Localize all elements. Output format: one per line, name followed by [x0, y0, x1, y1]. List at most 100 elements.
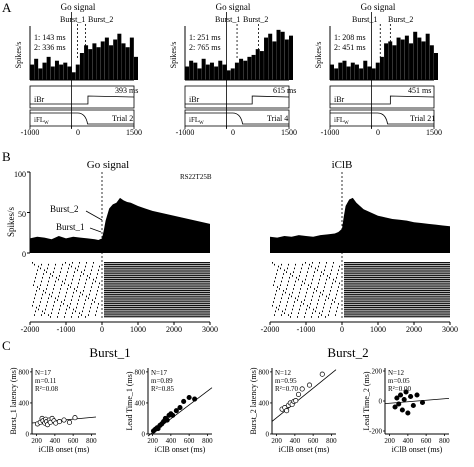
raster-spike [330, 273, 331, 275]
raster-spike [274, 297, 275, 300]
raster-spike [42, 293, 43, 296]
x-tick-label: 400 [50, 437, 61, 445]
raster-row-dense [344, 269, 450, 271]
raster-spike [42, 310, 43, 313]
raster-spike [307, 288, 308, 290]
raster-spike [329, 310, 330, 313]
stat-label: m=0.95 [275, 377, 297, 385]
raster-spike [318, 282, 319, 285]
raster-spike [95, 280, 96, 283]
raster-row-dense [104, 304, 210, 307]
raster-row-dense [104, 316, 210, 318]
data-point [401, 396, 407, 403]
raster-row-dense [344, 276, 450, 279]
raster-spike [77, 286, 78, 288]
raster-spike [323, 306, 324, 309]
data-point [56, 419, 62, 425]
raster-spike [329, 293, 330, 296]
raster-spike [49, 293, 50, 296]
raster-spike [90, 306, 91, 309]
raster-spike [312, 262, 313, 264]
histogram-bar [117, 33, 122, 80]
x-tick-label: 200 [147, 437, 158, 445]
raster-spike [297, 299, 298, 301]
raster-spike [311, 282, 312, 285]
raster-row-dense [104, 282, 210, 284]
raster-spike [284, 312, 285, 314]
raster-spike [41, 314, 42, 316]
x-tick-label: -1000 [21, 128, 40, 137]
raster-spike [82, 310, 83, 313]
histogram-bar [289, 35, 293, 80]
c-title-burst1: Burst_1 [89, 345, 130, 360]
raster-spike [52, 275, 53, 277]
raster-spike [56, 276, 57, 279]
raster-spike [78, 282, 79, 285]
histogram-bar [104, 37, 109, 80]
raster-spike [300, 271, 301, 273]
raster-spike [63, 303, 64, 305]
raster-spike [38, 308, 39, 311]
panel-b-go-signal: Go signal RS22T25B Burst_2 Burst_1 100 5… [14, 159, 218, 334]
histogram-bar [88, 49, 93, 80]
stat-label: m=0.05 [388, 377, 410, 385]
raster-spike [274, 314, 275, 316]
x-tick-label: 0 [340, 325, 344, 334]
raster-spike [57, 316, 58, 318]
raster-spike [338, 286, 339, 288]
raster-spike [280, 284, 281, 286]
raster-spike [57, 299, 58, 301]
raster-row-dense [104, 297, 210, 299]
raster-spike [291, 312, 292, 314]
y-axis-label: Burst_1 latency (ms) [9, 367, 18, 434]
burst-line-1: 1: 251 ms [189, 33, 221, 42]
histogram-bar [404, 35, 409, 80]
raster-row-dense [344, 280, 450, 282]
raster-spike [298, 295, 299, 298]
raster-spike [53, 271, 54, 273]
raster-spike [65, 312, 66, 314]
raster-spike [66, 291, 67, 294]
raster-spike [97, 273, 98, 275]
raster-spike [319, 295, 320, 298]
raster-spike [60, 304, 61, 307]
raster-spike [76, 290, 77, 292]
raster-spike [67, 288, 68, 290]
trial-label: Trial 21 [410, 114, 435, 123]
panel-label-b: B [2, 149, 11, 164]
raster-spike [324, 286, 325, 288]
raster-spike [305, 262, 306, 264]
stat-label: R²=0.08 [35, 385, 58, 393]
raster-spike [332, 282, 333, 285]
raster-spike [289, 276, 290, 279]
raster-spike [295, 263, 296, 266]
raster-spike [332, 299, 333, 301]
raster-spike [64, 299, 65, 301]
raster-spike [281, 314, 282, 316]
raster-spike [73, 291, 74, 294]
raster-spike [300, 288, 301, 290]
raster-spike [83, 290, 84, 292]
stat-label: N=12 [388, 369, 405, 377]
raster-spike [313, 291, 314, 294]
raster-spike [71, 316, 72, 318]
raster-row-dense [104, 280, 210, 282]
y-tick-label: 800 [19, 368, 30, 376]
ibr-label: iBr [334, 95, 345, 104]
x-tick-label: 0 [376, 128, 380, 137]
raster-spike [72, 262, 73, 264]
raster-row-dense [104, 267, 210, 269]
histogram-bar [129, 37, 134, 80]
burst2-label: Burst_2 [243, 15, 268, 24]
raster-spike [275, 310, 276, 313]
data-point [192, 396, 198, 402]
spike-raster [32, 262, 210, 318]
raster-spike [278, 308, 279, 311]
raster-spike [53, 288, 54, 290]
burst2-arrow [85, 210, 103, 221]
raster-spike [276, 290, 277, 292]
raster-spike [86, 262, 87, 264]
cell-id: RS22T25B [180, 173, 212, 181]
raster-spike [86, 278, 87, 281]
histogram-bar [330, 64, 334, 80]
